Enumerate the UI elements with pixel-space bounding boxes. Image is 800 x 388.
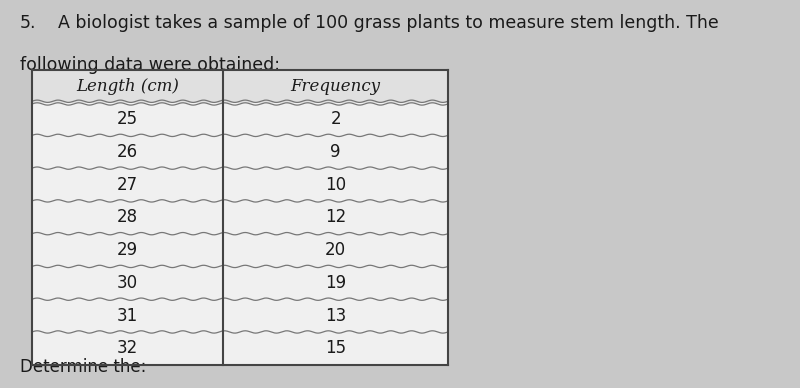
Text: 19: 19 (325, 274, 346, 292)
Text: 13: 13 (325, 307, 346, 325)
Text: Length (cm): Length (cm) (76, 78, 179, 95)
Text: 10: 10 (325, 175, 346, 194)
FancyBboxPatch shape (32, 102, 448, 135)
FancyBboxPatch shape (32, 332, 448, 365)
FancyBboxPatch shape (32, 267, 448, 299)
Text: Determine the:: Determine the: (20, 359, 146, 376)
Text: 25: 25 (117, 110, 138, 128)
Text: 26: 26 (117, 143, 138, 161)
FancyBboxPatch shape (32, 299, 448, 332)
Text: 31: 31 (117, 307, 138, 325)
Text: 15: 15 (325, 340, 346, 357)
FancyBboxPatch shape (32, 234, 448, 267)
Text: 29: 29 (117, 241, 138, 259)
Text: 5.: 5. (20, 14, 37, 31)
Text: 32: 32 (117, 340, 138, 357)
Text: A biologist takes a sample of 100 grass plants to measure stem length. The: A biologist takes a sample of 100 grass … (58, 14, 718, 31)
Text: Frequency: Frequency (290, 78, 381, 95)
Text: 20: 20 (325, 241, 346, 259)
Text: following data were obtained:: following data were obtained: (20, 56, 280, 74)
FancyBboxPatch shape (32, 201, 448, 234)
Text: 28: 28 (117, 208, 138, 226)
FancyBboxPatch shape (32, 168, 448, 201)
Text: 9: 9 (330, 143, 341, 161)
FancyBboxPatch shape (32, 70, 448, 102)
Text: 27: 27 (117, 175, 138, 194)
Text: 12: 12 (325, 208, 346, 226)
FancyBboxPatch shape (32, 135, 448, 168)
Text: 30: 30 (117, 274, 138, 292)
Text: 2: 2 (330, 110, 341, 128)
